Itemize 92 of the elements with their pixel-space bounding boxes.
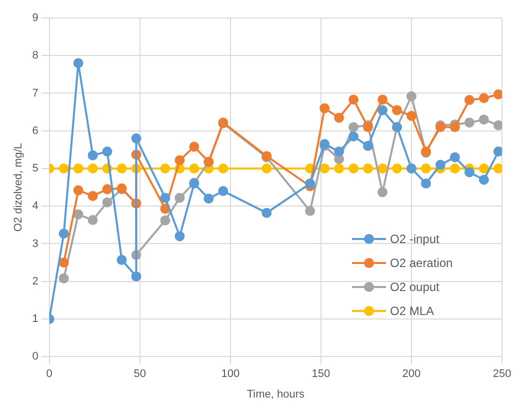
y-tick-label: 2	[32, 275, 38, 288]
point	[406, 91, 416, 102]
point	[262, 163, 272, 174]
point	[116, 254, 127, 265]
point	[348, 163, 359, 174]
point	[464, 167, 474, 178]
y-tick-label: 7	[32, 87, 38, 100]
point	[377, 163, 388, 174]
y-axis-title: O2 dizolved, mg/L	[12, 142, 25, 232]
point	[363, 140, 374, 151]
point	[174, 155, 185, 166]
point	[334, 163, 344, 174]
point	[406, 110, 416, 121]
point	[420, 163, 431, 174]
legend-label: O2 MLA	[390, 304, 434, 318]
point	[131, 271, 142, 282]
point	[493, 163, 502, 174]
point	[174, 192, 185, 203]
point	[478, 174, 489, 185]
point	[73, 163, 84, 174]
x-tick-label: 250	[492, 368, 512, 380]
point	[58, 258, 69, 268]
point	[160, 163, 170, 174]
point	[218, 163, 228, 174]
point	[464, 95, 474, 106]
point	[174, 231, 185, 242]
point	[493, 146, 502, 157]
x-tick-label: 0	[46, 368, 52, 380]
point	[348, 94, 359, 105]
y-tick-label: 9	[32, 12, 38, 24]
x-tick-label: 100	[221, 368, 240, 380]
x-tick-label: 200	[402, 368, 421, 380]
point	[160, 192, 170, 203]
x-tick-label: 50	[134, 368, 146, 380]
point	[334, 112, 344, 123]
point	[102, 197, 112, 208]
point	[450, 122, 460, 132]
y-tick-label: 5	[32, 162, 38, 175]
point	[478, 114, 489, 125]
point	[320, 103, 330, 114]
legend-label: O2 -input	[390, 232, 440, 246]
legend-label: O2 aeration	[390, 256, 453, 270]
point	[102, 146, 112, 157]
point	[88, 190, 98, 201]
point	[392, 105, 402, 116]
point	[102, 184, 112, 194]
point	[160, 215, 170, 226]
point	[58, 273, 69, 284]
point	[73, 185, 84, 196]
y-tick-label: 6	[32, 124, 38, 137]
point	[450, 152, 460, 162]
point	[262, 208, 272, 218]
point	[73, 58, 84, 68]
point	[348, 122, 359, 132]
point	[189, 142, 200, 152]
point	[218, 186, 228, 196]
point	[392, 163, 402, 174]
point	[435, 160, 446, 170]
point	[88, 163, 98, 174]
point	[131, 133, 142, 144]
point	[334, 146, 344, 157]
point	[88, 150, 98, 160]
point	[348, 132, 359, 142]
point	[305, 206, 316, 216]
point	[377, 105, 388, 116]
point	[58, 228, 69, 239]
legend-label: O2 ouput	[390, 280, 440, 294]
point	[58, 163, 69, 174]
point	[493, 120, 502, 130]
y-tick-label: 1	[32, 313, 38, 326]
point	[478, 93, 489, 104]
point	[450, 163, 460, 174]
point	[189, 163, 200, 174]
point	[493, 89, 502, 100]
point	[204, 194, 214, 204]
point	[88, 215, 98, 226]
x-tick-label: 150	[312, 368, 330, 380]
point	[363, 163, 374, 174]
y-tick-label: 8	[32, 50, 38, 62]
point	[116, 163, 127, 174]
y-tick-label: 0	[32, 350, 38, 363]
y-tick-label: 3	[32, 238, 38, 250]
y-tick-label: 4	[32, 200, 38, 212]
point	[377, 187, 388, 198]
point	[320, 163, 330, 174]
point	[377, 94, 388, 105]
point	[420, 178, 431, 189]
point	[305, 178, 316, 189]
point	[464, 118, 474, 128]
point	[478, 163, 489, 174]
x-axis-title: Time, hours	[246, 388, 305, 400]
point	[73, 209, 84, 220]
